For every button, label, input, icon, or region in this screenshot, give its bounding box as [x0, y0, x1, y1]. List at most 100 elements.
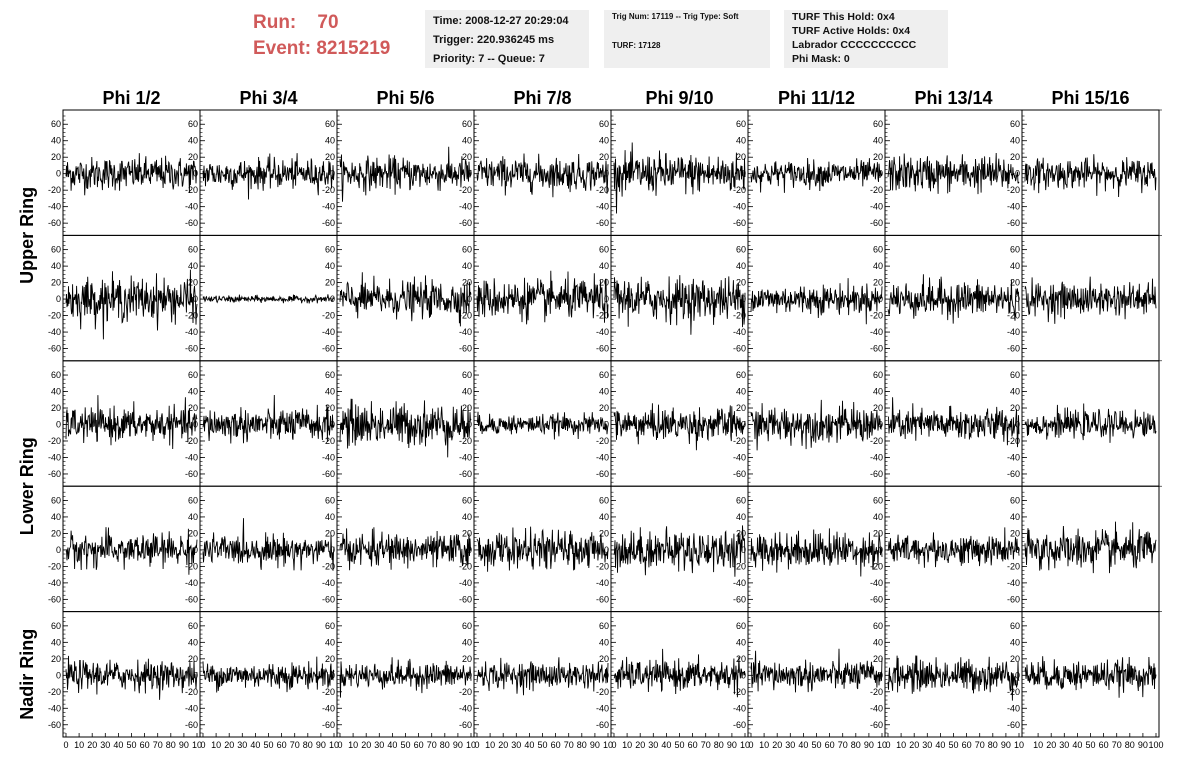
- y-tick-label: -40: [322, 327, 335, 337]
- y-tick-label: 20: [188, 528, 198, 538]
- y-tick-label: 0: [193, 670, 198, 680]
- y-tick-label: -40: [459, 578, 472, 588]
- y-tick-label: -20: [1007, 561, 1020, 571]
- waveform-trace: [887, 274, 1020, 324]
- y-tick-label: -60: [1007, 594, 1020, 604]
- x-tick-label: 10: [466, 740, 476, 750]
- y-tick-label: -60: [185, 218, 198, 228]
- y-tick-label: -20: [596, 687, 609, 697]
- x-tick-label: 70: [1112, 740, 1122, 750]
- x-tick-label: 50: [263, 740, 273, 750]
- waveform-trace: [1024, 276, 1157, 324]
- waveform-trace: [476, 526, 609, 572]
- x-tick-label: 60: [551, 740, 561, 750]
- y-tick-label: -20: [870, 687, 883, 697]
- waveform-trace: [1024, 154, 1157, 198]
- trigger-text: Trigger: 220.936245 ms: [433, 34, 555, 46]
- x-tick-label: 20: [772, 740, 782, 750]
- y-tick-label: -60: [459, 218, 472, 228]
- y-tick-label: 60: [188, 370, 198, 380]
- y-tick-label: 0: [56, 294, 61, 304]
- y-tick-label: 0: [467, 545, 472, 555]
- y-tick-label: -60: [185, 344, 198, 354]
- y-tick-label: -40: [733, 202, 746, 212]
- event-value: 8215219: [316, 38, 391, 59]
- y-tick-label: 0: [1015, 670, 1020, 680]
- x-tick-label: 60: [1099, 740, 1109, 750]
- waveform-trace: [476, 411, 609, 440]
- y-tick-label: -20: [596, 561, 609, 571]
- x-tick-label: 80: [714, 740, 724, 750]
- y-tick-label: 60: [51, 245, 61, 255]
- y-tick-label: -20: [185, 311, 198, 321]
- y-tick-label: 0: [193, 420, 198, 430]
- y-tick-label: 20: [51, 528, 61, 538]
- turf-active-text: TURF Active Holds: 0x4: [792, 25, 911, 37]
- y-tick-label: -20: [185, 185, 198, 195]
- y-tick-label: 60: [736, 370, 746, 380]
- y-tick-label: -60: [459, 469, 472, 479]
- y-tick-label: 0: [467, 670, 472, 680]
- y-tick-label: 40: [599, 261, 609, 271]
- waveform-trace: [887, 397, 1020, 448]
- x-tick-label: 50: [948, 740, 958, 750]
- x-tick-label: 80: [851, 740, 861, 750]
- y-tick-label: 0: [1015, 545, 1020, 555]
- y-tick-label: -20: [733, 561, 746, 571]
- x-tick-label: 30: [374, 740, 384, 750]
- x-tick-label: 30: [237, 740, 247, 750]
- x-tick-label: 20: [224, 740, 234, 750]
- y-tick-label: 60: [599, 495, 609, 505]
- y-tick-label: -40: [870, 327, 883, 337]
- x-tick-label: 10: [1014, 740, 1024, 750]
- y-tick-label: -20: [459, 185, 472, 195]
- y-tick-label: 60: [1010, 370, 1020, 380]
- y-tick-label: 40: [736, 387, 746, 397]
- y-tick-label: 60: [873, 119, 883, 129]
- y-tick-label: -40: [733, 578, 746, 588]
- x-tick-label: 50: [400, 740, 410, 750]
- x-tick-label: 20: [1046, 740, 1056, 750]
- y-tick-label: 40: [188, 512, 198, 522]
- y-tick-label: 40: [325, 637, 335, 647]
- x-tick-label: 60: [277, 740, 287, 750]
- waveform-trace: [339, 527, 472, 571]
- x-tick-label: 0: [337, 740, 342, 750]
- y-tick-label: 40: [462, 512, 472, 522]
- y-tick-label: 0: [56, 420, 61, 430]
- x-tick-label: 0: [885, 740, 890, 750]
- y-tick-label: 40: [1010, 512, 1020, 522]
- y-tick-label: 60: [873, 621, 883, 631]
- x-tick-label: 10: [877, 740, 887, 750]
- y-tick-label: 40: [1010, 387, 1020, 397]
- y-tick-label: -40: [1007, 703, 1020, 713]
- row-title: Lower Ring: [17, 437, 37, 535]
- y-tick-label: -60: [48, 469, 61, 479]
- priority-text: Priority: 7 -- Queue: 7: [433, 53, 545, 65]
- x-tick-label: 30: [648, 740, 658, 750]
- y-tick-label: 20: [736, 278, 746, 288]
- y-tick-label: -60: [596, 594, 609, 604]
- y-tick-label: -20: [870, 561, 883, 571]
- y-tick-label: -60: [322, 469, 335, 479]
- y-tick-label: 40: [873, 512, 883, 522]
- x-tick-label: 30: [1059, 740, 1069, 750]
- x-tick-label: 40: [1072, 740, 1082, 750]
- y-tick-label: -20: [459, 436, 472, 446]
- y-tick-label: 0: [56, 169, 61, 179]
- y-tick-label: 20: [599, 152, 609, 162]
- y-tick-label: 60: [188, 119, 198, 129]
- y-tick-label: -40: [322, 703, 335, 713]
- y-tick-label: -60: [733, 344, 746, 354]
- y-tick-label: 40: [51, 136, 61, 146]
- waveform-trace: [1024, 521, 1157, 574]
- y-tick-label: 20: [51, 654, 61, 664]
- y-tick-label: 40: [873, 387, 883, 397]
- y-tick-label: 0: [330, 670, 335, 680]
- y-tick-label: 0: [741, 420, 746, 430]
- x-tick-label: 90: [727, 740, 737, 750]
- y-tick-label: 60: [188, 621, 198, 631]
- x-tick-label: 10: [603, 740, 613, 750]
- y-tick-label: -40: [185, 327, 198, 337]
- x-tick-label: 40: [935, 740, 945, 750]
